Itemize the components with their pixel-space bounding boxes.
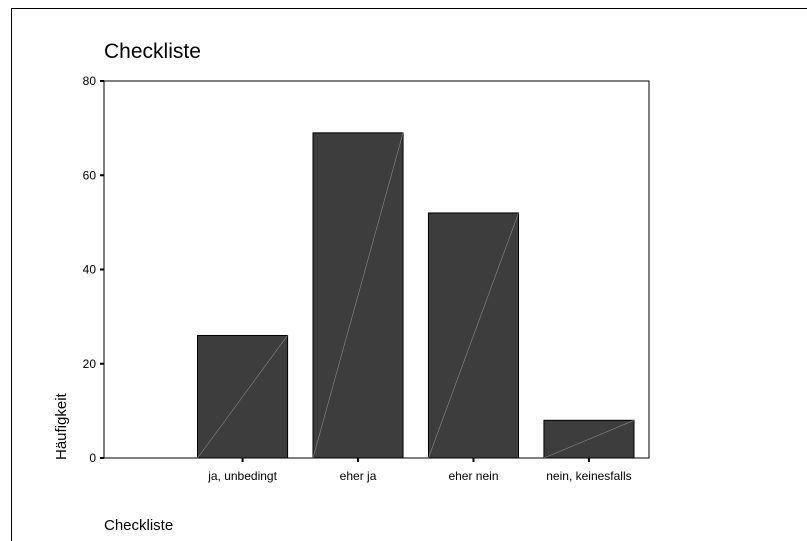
x-axis-label: Checkliste <box>104 517 173 534</box>
x-tick-label: eher ja <box>340 469 377 483</box>
bar-hatch-line <box>312 132 404 459</box>
bar-hatch-line <box>543 420 635 459</box>
chart-title: Checkliste <box>104 40 201 63</box>
bar-hatch-line <box>428 212 519 459</box>
y-tick-label: 60 <box>83 168 97 182</box>
y-tick-label: 20 <box>83 357 97 371</box>
x-axis: ja, unbedingt eher ja eher nein nein, keine… <box>207 458 632 483</box>
bars <box>197 132 635 459</box>
y-tick-label: 0 <box>89 451 96 465</box>
x-tick-label: eher nein <box>448 469 498 483</box>
y-axis-label: Häufigkeit <box>53 392 70 460</box>
chart-frame <box>11 8 807 541</box>
x-tick-label: nein, keinesfalls <box>546 469 631 483</box>
x-tick-label: ja, unbedingt <box>207 469 277 483</box>
bar-hatch-line <box>197 335 288 459</box>
y-tick-label: 80 <box>83 74 97 88</box>
y-tick-label: 40 <box>83 263 97 277</box>
y-axis: 0 20 40 60 80 <box>83 74 104 465</box>
